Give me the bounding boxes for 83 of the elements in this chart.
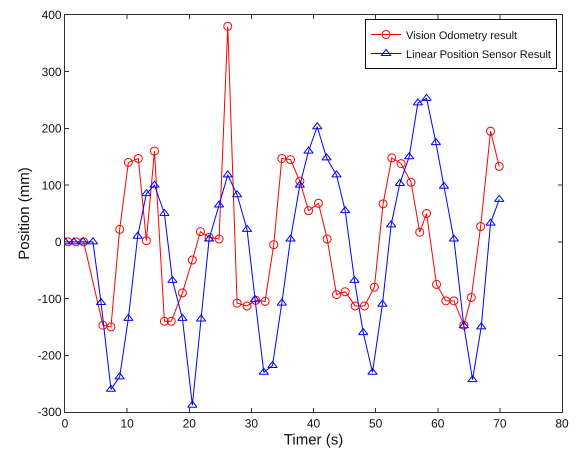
point (322, 234, 332, 244)
point (277, 154, 286, 163)
point (340, 206, 350, 214)
point (304, 206, 314, 216)
point (222, 170, 233, 178)
point (160, 316, 169, 326)
point (396, 159, 406, 168)
point (260, 296, 270, 306)
x-tick-label: 80 (555, 416, 569, 430)
point (68, 237, 79, 244)
legend-label: Linear Position Sensor Result (406, 48, 551, 61)
point (404, 152, 414, 160)
point (214, 234, 224, 244)
point (312, 122, 322, 130)
y-axis-title: Position (mm) (16, 167, 33, 260)
point (142, 236, 151, 246)
point (114, 372, 125, 380)
x-tick-label: 50 (368, 416, 383, 430)
point (251, 296, 260, 305)
x-tick-label: 30 (244, 416, 258, 430)
point (188, 256, 197, 265)
point (360, 301, 369, 310)
point (370, 282, 379, 292)
point (314, 198, 323, 208)
point (98, 320, 108, 330)
point (187, 400, 198, 408)
point (242, 301, 252, 310)
legend-label: Vision Odometry result (406, 30, 518, 42)
point (134, 154, 143, 163)
point (476, 322, 486, 330)
x-tick-label: 70 (493, 416, 507, 430)
point (232, 298, 242, 308)
point (141, 189, 152, 196)
point (123, 314, 134, 321)
y-tick-label: 300 (42, 64, 62, 79)
y-tick-label: -200 (38, 348, 62, 362)
point (494, 194, 504, 202)
point (72, 237, 81, 246)
point (196, 227, 205, 236)
point (449, 296, 458, 306)
point (258, 368, 269, 375)
point (294, 180, 305, 188)
point (178, 288, 187, 298)
point (387, 153, 396, 162)
point (378, 199, 388, 208)
x-tick-label: 20 (182, 416, 196, 430)
point (269, 240, 278, 250)
point (340, 287, 350, 296)
point (466, 292, 476, 302)
y-tick-label: 400 (42, 8, 62, 22)
point (166, 316, 176, 326)
point (350, 301, 360, 310)
y-tick-label: -300 (38, 405, 62, 420)
point (412, 98, 423, 106)
point (406, 178, 416, 187)
point (386, 220, 396, 228)
point (432, 280, 442, 289)
point (286, 155, 296, 164)
x-tick-label: 40 (306, 416, 320, 430)
point (124, 158, 133, 167)
y-tick-label: -100 (38, 292, 62, 306)
point (486, 126, 496, 136)
point (415, 228, 424, 237)
point (276, 298, 287, 306)
point (132, 232, 143, 239)
point (332, 290, 341, 300)
x-tick-label: 60 (431, 416, 445, 430)
point (115, 224, 124, 234)
y-tick-label: 100 (42, 178, 62, 192)
point (223, 22, 232, 31)
point (295, 176, 304, 186)
y-tick-label: 200 (42, 122, 62, 136)
point (394, 178, 405, 186)
point (106, 322, 116, 332)
point (358, 328, 368, 336)
x-tick-label: 10 (120, 416, 134, 430)
x-axis-title: Timer (s) (284, 431, 344, 448)
point (441, 296, 450, 306)
point (150, 146, 159, 156)
point (494, 162, 504, 171)
point (422, 209, 432, 218)
point (476, 222, 486, 232)
y-tick-label: 0 (54, 235, 62, 250)
